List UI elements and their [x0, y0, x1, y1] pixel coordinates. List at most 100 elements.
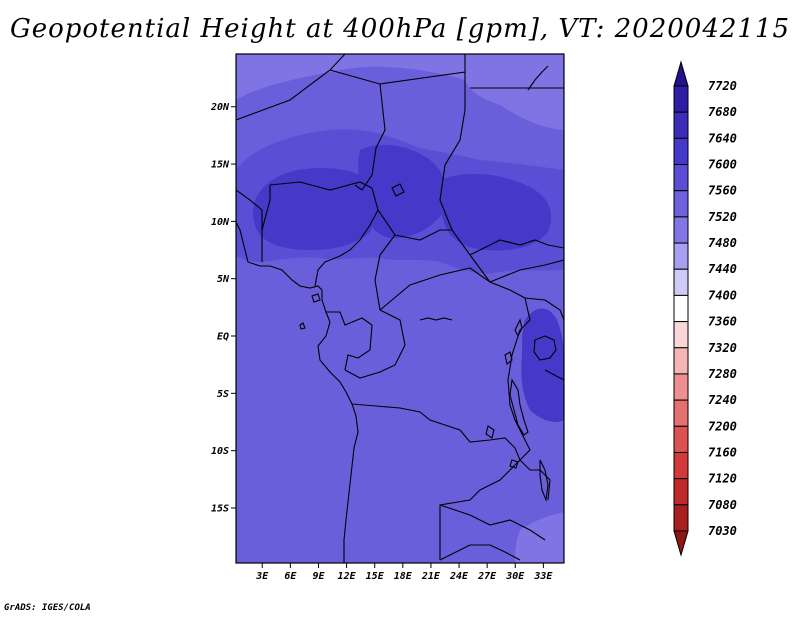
lon-tick-label: 3E: [255, 571, 269, 582]
border-nigeria-cameroon: [314, 187, 379, 287]
colorbar-bin: [673, 111, 689, 139]
lat-tick-label: EQ: [217, 332, 229, 343]
border-west-a: [236, 189, 263, 230]
border-chad-libya: [439, 72, 491, 283]
colorbar-bin: [673, 190, 689, 218]
lake-tanganyika: [509, 378, 529, 436]
lon-tick-label: 15E: [366, 571, 385, 582]
height-field-7600-west: [253, 168, 376, 250]
longitude-axis: 3E 6E 9E 12E 15E 18E 21E 24E 27E 30E 33E: [255, 563, 553, 582]
congo-river-dash: [419, 317, 453, 321]
lon-tick-label: 21E: [421, 571, 441, 582]
colorbar-label: 7720: [708, 79, 737, 93]
height-field-7480-north: [236, 54, 564, 130]
lake-albert: [514, 318, 523, 338]
colorbar-label: 7400: [708, 288, 737, 302]
colorbar-label: 7200: [708, 419, 737, 433]
lon-tick-label: 6E: [284, 571, 297, 582]
lat-tick-label: 15N: [211, 160, 230, 171]
colorbar-label: 7480: [708, 236, 737, 250]
colorbar-bin: [673, 451, 689, 480]
bioko-island: [311, 293, 321, 303]
colorbar-label: 7120: [708, 472, 737, 486]
colorbar-label: 7680: [708, 105, 737, 119]
border-zambia-south: [439, 544, 521, 561]
lat-tick-label: 5S: [217, 389, 229, 400]
border-drc-angola: [351, 403, 521, 560]
map-title: Geopotential Height at 400hPa [gpm], VT:…: [9, 14, 791, 44]
lat-tick-label: 15S: [211, 503, 229, 514]
border-chad-car: [394, 229, 452, 241]
lon-tick-label: 18E: [394, 571, 413, 582]
lat-tick-label: 10N: [211, 217, 230, 228]
colorbar-bin: [673, 137, 689, 166]
border-zambia: [439, 504, 546, 541]
colorbar-bin: [673, 216, 689, 244]
field-layer: [236, 54, 564, 563]
lat-tick-label: 20N: [210, 102, 230, 113]
colorbar-bin: [673, 478, 689, 506]
colorbar-top-arrow: [673, 60, 689, 87]
colorbar: 7720 7680 7640 7600 7560 7520 7480 7440 7400 7360…: [673, 60, 737, 557]
lon-tick-label: 30E: [505, 571, 525, 582]
border-car-drc: [379, 267, 526, 311]
lake-bangweulu: [509, 459, 519, 469]
border-benin-nigeria: [261, 185, 271, 262]
colorbar-bin: [673, 399, 689, 427]
colorbar-label: 7030: [708, 524, 737, 538]
colorbar-label: 7360: [708, 315, 737, 329]
colorbar-bottom-arrow: [673, 530, 689, 557]
colorbar-label: 7320: [708, 341, 737, 355]
lon-tick-label: 33E: [533, 571, 553, 582]
border-mali-niger: [236, 54, 346, 121]
lat-tick-label: 10S: [211, 446, 229, 457]
border-uganda-kenya: [524, 297, 564, 321]
height-field-7600-central: [358, 144, 447, 239]
colorbar-bin: [673, 85, 689, 113]
colorbar-bin: [673, 347, 689, 375]
border-sudan-south: [489, 259, 564, 283]
colorbar-label: 7520: [708, 210, 737, 224]
colorbar-label: 7600: [708, 158, 737, 172]
colorbar-label: 7280: [708, 367, 737, 381]
lake-malawi: [539, 459, 549, 503]
colorbar-label: 7440: [708, 262, 737, 276]
lon-tick-label: 12E: [338, 571, 357, 582]
borders-layer: [236, 54, 564, 563]
border-nigeria-north: [269, 181, 373, 191]
map-frame: [235, 53, 565, 564]
lake-chad: [391, 183, 405, 197]
lon-tick-label: 24E: [449, 571, 469, 582]
height-field-7520: [236, 54, 564, 563]
border-congo-drc: [344, 309, 406, 379]
colorbar-bin: [673, 294, 689, 323]
colorbar-label: 7080: [708, 498, 737, 512]
lon-tick-label: 27E: [477, 571, 497, 582]
border-drc-east: [507, 297, 531, 461]
colorbar-label: 7560: [708, 184, 737, 198]
lake-mweru: [485, 425, 495, 439]
colorbar-bin: [673, 321, 689, 349]
lake-victoria: [533, 335, 557, 361]
border-gabon-congo: [326, 311, 373, 371]
colorbar-bin: [673, 164, 689, 192]
height-field-7480-southeast: [515, 512, 564, 563]
lat-tick-label: 5N: [217, 274, 230, 285]
colorbar-bin: [673, 425, 689, 453]
height-field-7600-rift: [521, 308, 564, 422]
border-cameroon-car: [374, 209, 396, 311]
lake-kivu: [504, 351, 513, 365]
colorbar-label: 7240: [708, 393, 737, 407]
colorbar-bin: [673, 268, 689, 296]
sao-tome-island: [299, 322, 306, 330]
colorbar-bin: [673, 504, 689, 532]
footer-credit: GrADS: IGES/COLA: [4, 603, 91, 613]
coastline: [236, 221, 359, 563]
colorbar-label: 7160: [708, 445, 737, 459]
red-sea-coast: [527, 65, 549, 91]
colorbar-bin: [673, 373, 689, 401]
lon-tick-label: 9E: [312, 571, 325, 582]
colorbar-label: 7640: [708, 131, 737, 145]
border-sudan-ssudan: [469, 239, 564, 256]
